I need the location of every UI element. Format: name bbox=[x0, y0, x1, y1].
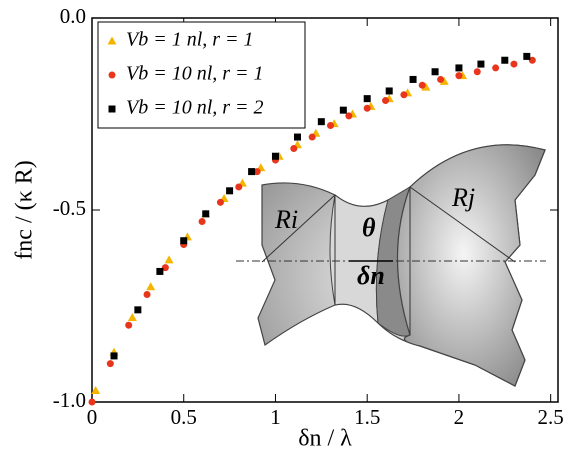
data-point bbox=[290, 145, 297, 152]
y-tick-label: -0.5 bbox=[53, 196, 86, 220]
legend-marker bbox=[109, 106, 116, 113]
data-point bbox=[492, 64, 499, 71]
data-point bbox=[477, 61, 484, 68]
label-delta: δn bbox=[357, 261, 385, 290]
data-point bbox=[294, 134, 301, 141]
data-point bbox=[235, 183, 242, 190]
x-tick-label: 1.5 bbox=[354, 405, 380, 429]
chart: Ri Rj θ δn δn / λ fnc / (κ R) 0 0.5 1 1.5 2 2… bbox=[0, 0, 568, 455]
data-point bbox=[327, 122, 334, 129]
data-point bbox=[144, 291, 151, 298]
data-point bbox=[309, 134, 316, 141]
legend-label: Vb = 10 nl, r = 1 bbox=[126, 63, 264, 85]
data-point bbox=[111, 352, 118, 359]
data-point bbox=[364, 105, 371, 112]
data-point bbox=[432, 68, 439, 75]
data-point bbox=[474, 68, 481, 75]
data-point bbox=[134, 306, 141, 313]
data-point bbox=[89, 399, 96, 406]
legend-label: Vb = 10 nl, r = 2 bbox=[126, 97, 264, 119]
data-point bbox=[165, 255, 174, 263]
data-point bbox=[437, 76, 444, 83]
x-axis-label: δn / λ bbox=[298, 426, 352, 452]
data-point bbox=[386, 87, 393, 94]
data-point bbox=[180, 237, 187, 244]
data-point bbox=[272, 153, 279, 160]
x-tick-label: 1 bbox=[270, 405, 281, 429]
data-point bbox=[410, 76, 417, 83]
data-point bbox=[217, 199, 224, 206]
data-point bbox=[199, 218, 206, 225]
data-point bbox=[523, 53, 530, 60]
legend-label: Vb = 1 nl, r = 1 bbox=[126, 29, 254, 51]
x-tick-label: 0.5 bbox=[171, 405, 197, 429]
data-point bbox=[340, 107, 347, 114]
label-rj: Rj bbox=[451, 183, 475, 212]
data-point bbox=[455, 72, 462, 79]
data-point bbox=[510, 61, 517, 68]
data-point bbox=[156, 268, 163, 275]
data-point bbox=[146, 282, 155, 290]
data-point bbox=[455, 64, 462, 71]
data-point bbox=[382, 97, 389, 104]
label-ri: Ri bbox=[274, 205, 298, 234]
data-point bbox=[318, 118, 325, 125]
legend-marker bbox=[109, 72, 116, 79]
x-tick-label: 0 bbox=[87, 405, 98, 429]
y-axis-label: fnc / (κ R) bbox=[12, 160, 38, 259]
data-point bbox=[128, 313, 137, 321]
x-tick-label: 2.5 bbox=[538, 405, 564, 429]
data-point bbox=[107, 360, 114, 367]
y-tick-label: -1.0 bbox=[53, 388, 86, 412]
inset-diagram: Ri Rj θ δn bbox=[235, 145, 550, 388]
data-point bbox=[248, 168, 255, 175]
label-theta: θ bbox=[362, 213, 376, 242]
data-point bbox=[501, 57, 508, 64]
data-point bbox=[202, 210, 209, 217]
y-tick-label: 0.0 bbox=[60, 4, 86, 28]
data-point bbox=[226, 187, 233, 194]
data-point bbox=[400, 91, 407, 98]
x-tick-label: 2 bbox=[454, 405, 465, 429]
data-point bbox=[364, 95, 371, 102]
data-point bbox=[419, 82, 426, 89]
data-point bbox=[125, 322, 132, 329]
